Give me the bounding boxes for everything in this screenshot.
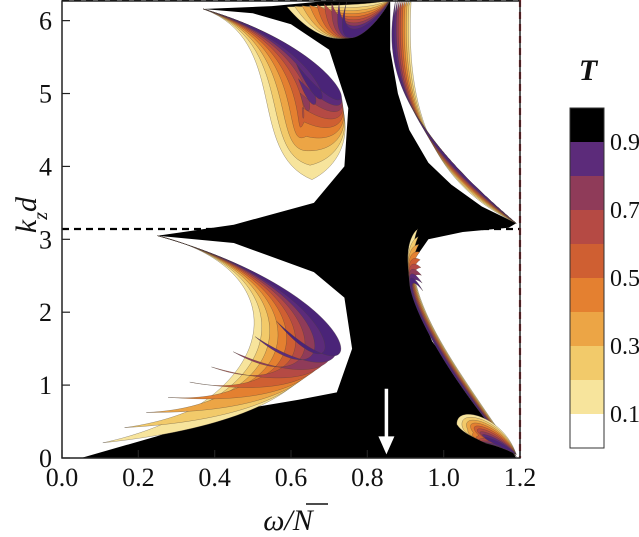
x-tick-label: 0.8 (351, 463, 384, 492)
colorbar-tick-label: 0.5 (610, 266, 639, 292)
colorbar-border (569, 107, 605, 449)
colorbar-swatch-6 (570, 210, 604, 244)
y-tick-label: 6 (39, 7, 52, 36)
colorbar-swatch-0 (570, 414, 604, 448)
central-high-transmission-region (81, 0, 517, 458)
colorbar-swatch-1 (570, 380, 604, 414)
x-tick-label: 1.2 (504, 463, 537, 492)
colorbar-swatch-top (570, 108, 604, 142)
plot-area (62, 0, 520, 458)
colorbar-swatch-8 (570, 142, 604, 176)
top-band-level-9 (342, 0, 391, 39)
colorbar-swatch-4 (570, 278, 604, 312)
colorbar-tick-label: 0.9 (610, 130, 639, 156)
y-tick-label: 0 (39, 444, 52, 473)
colorbar-tick-label: 0.1 (610, 402, 639, 428)
x-tick-label: 0.4 (198, 463, 231, 492)
y-tick-label: 1 (39, 371, 52, 400)
upper-left-band-level-9 (203, 8, 342, 101)
y-tick-label: 2 (39, 298, 52, 327)
x-tick-label: 1.0 (427, 463, 460, 492)
upper-right-band-level-9 (391, 0, 517, 224)
colorbar-tick-label: 0.3 (610, 334, 639, 360)
lower-left-band-level-9 (157, 235, 342, 357)
y-tick-label: 5 (39, 80, 52, 109)
x-axis-label: ω/N (263, 504, 315, 537)
lower-right-band-level-9 (409, 277, 517, 457)
x-tick-label: 0.0 (46, 463, 79, 492)
y-tick-label: 4 (39, 152, 52, 181)
colorbar-swatch-2 (570, 346, 604, 380)
x-tick-label: 0.6 (275, 463, 308, 492)
small-lobe-level-9 (484, 437, 517, 455)
x-tick-label: 0.2 (122, 463, 155, 492)
annotation-arrow-head (378, 436, 395, 455)
colorbar-title: T (579, 54, 599, 87)
axis-ticks: 0.0 0.2 0.4 0.6 0.8 1.0 1.2 0 1 2 3 4 5 6 (39, 7, 536, 492)
y-tick-label: 3 (39, 225, 52, 254)
colorbar-legend: 0.1 0.3 0.5 0.7 0.9 T (569, 54, 639, 449)
colorbar-swatch-3 (570, 312, 604, 346)
colorbar-swatch-7 (570, 176, 604, 210)
colorbar-swatch-5 (570, 244, 604, 278)
colorbar-tick-label: 0.7 (610, 198, 639, 224)
